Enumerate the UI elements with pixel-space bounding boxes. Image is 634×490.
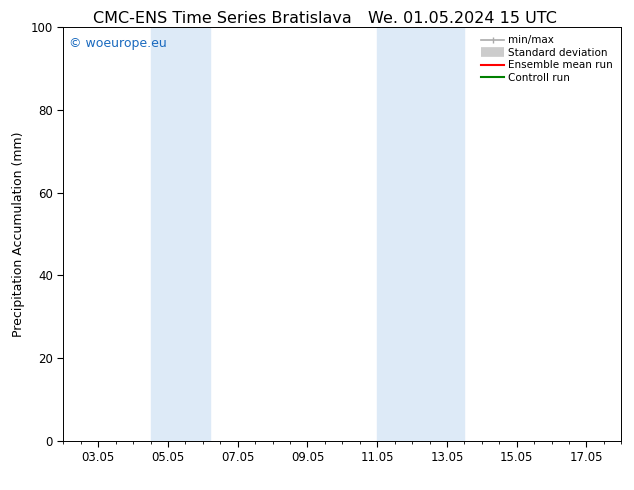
Legend: min/max, Standard deviation, Ensemble mean run, Controll run: min/max, Standard deviation, Ensemble me…	[478, 32, 616, 86]
Text: We. 01.05.2024 15 UTC: We. 01.05.2024 15 UTC	[368, 11, 557, 26]
Bar	[377, 27, 464, 441]
Bar	[150, 27, 210, 441]
Y-axis label: Precipitation Accumulation (mm): Precipitation Accumulation (mm)	[12, 131, 25, 337]
Text: © woeurope.eu: © woeurope.eu	[69, 37, 167, 50]
Text: CMC-ENS Time Series Bratislava: CMC-ENS Time Series Bratislava	[93, 11, 351, 26]
